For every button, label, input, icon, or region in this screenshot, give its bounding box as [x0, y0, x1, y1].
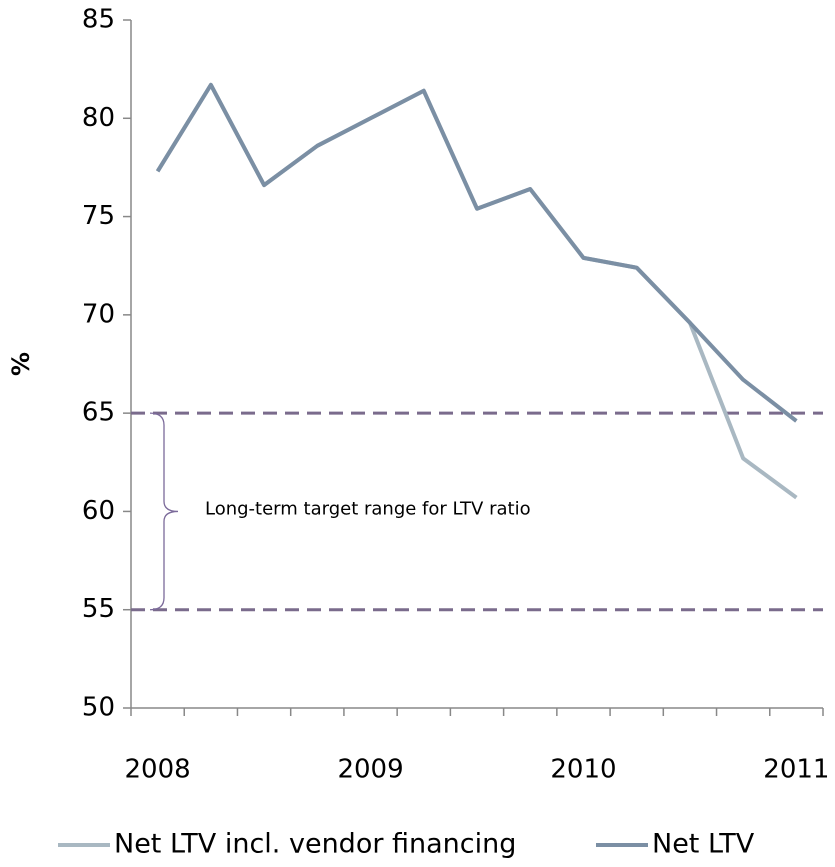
x-tick-label: 2008: [125, 755, 191, 785]
legend-label: Net LTV incl. vendor financing: [114, 829, 516, 860]
y-axis-label: %: [7, 352, 35, 376]
y-tick-label: 50: [82, 693, 115, 723]
x-tick-label: 2011: [763, 755, 829, 785]
annotation: Long-term target range for LTV ratio: [205, 498, 531, 519]
brace: [149, 412, 179, 611]
y-tick-label: 80: [82, 103, 115, 133]
x-tick-label: 2010: [550, 755, 616, 785]
legend-label: Net LTV: [652, 829, 755, 860]
x-tick-label: 2009: [337, 755, 403, 785]
y-tick-label: 75: [82, 201, 115, 231]
y-tick-label: 70: [82, 299, 115, 329]
y-tick-label: 85: [82, 5, 115, 35]
series-line: [155, 82, 798, 500]
y-tick-label: 65: [82, 398, 115, 428]
y-tick-label: 60: [82, 496, 115, 526]
y-tick-label: 55: [82, 594, 115, 624]
series-line: [155, 82, 798, 423]
